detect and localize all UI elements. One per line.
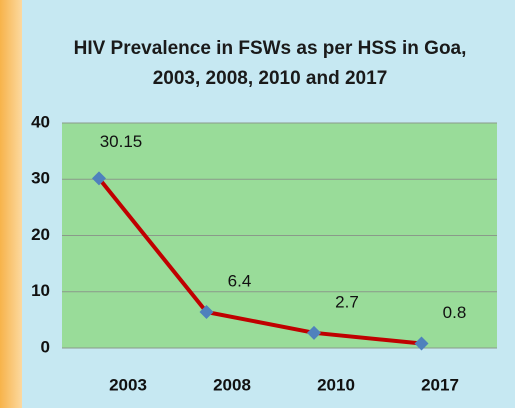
x-tick-label: 2003 bbox=[109, 375, 147, 394]
chart-title: HIV Prevalence in FSWs as per HSS in Goa… bbox=[73, 38, 467, 89]
y-tick-label: 40 bbox=[31, 112, 50, 131]
y-tick-label: 30 bbox=[31, 169, 50, 188]
line bbox=[97, 177, 422, 346]
x-tick-label: 2017 bbox=[421, 375, 459, 394]
marker bbox=[199, 305, 214, 319]
data-label: 2.7 bbox=[335, 292, 359, 311]
y-tick-label: 20 bbox=[31, 225, 50, 244]
y-tick-label: 0 bbox=[41, 337, 50, 356]
marker bbox=[414, 336, 429, 351]
data-label: 30.15 bbox=[100, 132, 143, 151]
x-tick-label: 2010 bbox=[317, 375, 355, 394]
marker bbox=[92, 171, 106, 186]
x-tick-label: 2008 bbox=[213, 375, 251, 394]
data-label: 0.8 bbox=[443, 303, 467, 322]
marker bbox=[307, 325, 321, 340]
y-tick-label: 10 bbox=[31, 281, 50, 300]
data-label: 6.4 bbox=[228, 271, 252, 290]
